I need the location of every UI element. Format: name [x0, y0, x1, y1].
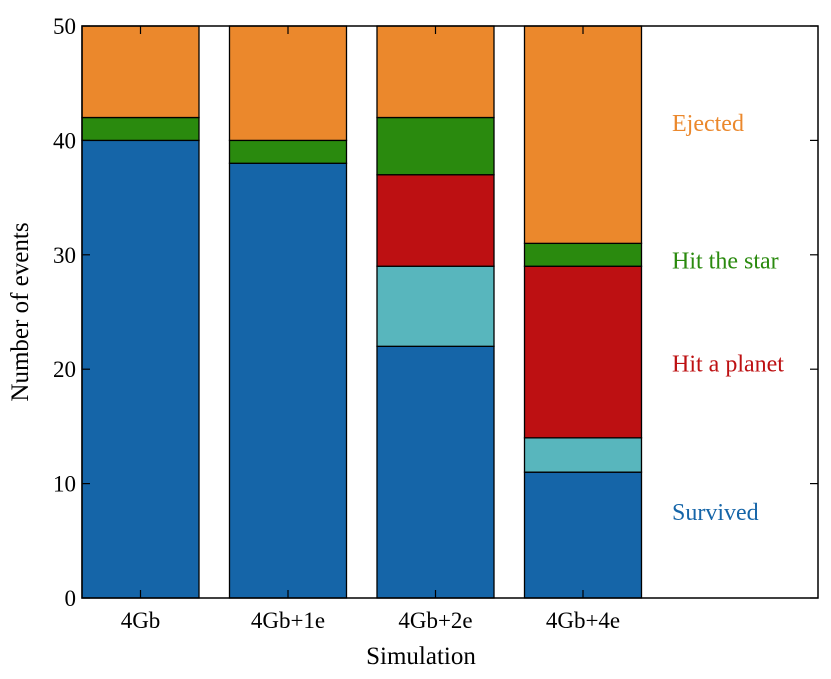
annotation-label: Hit a planet	[672, 351, 784, 377]
plot-frame	[81, 25, 819, 599]
bar-segment-star-1	[228, 139, 348, 164]
bar-segment-survived-1	[228, 162, 348, 599]
bar-segment-star-3	[523, 242, 643, 267]
x-tick-label: 4Gb	[121, 608, 161, 633]
x-tick-label: 4Gb+1e	[251, 608, 325, 633]
y-tick-label: 50	[53, 14, 76, 39]
annotation-label: Hit the star	[672, 249, 779, 275]
y-axis-label: Number of events	[7, 222, 34, 401]
y-tick-label: 40	[53, 128, 76, 153]
bars-group	[81, 25, 643, 599]
bar-segment-star-0	[81, 116, 200, 142]
bar-segment-cyan-3	[523, 437, 643, 473]
bar-segment-cyan-2	[376, 265, 495, 347]
bar-segment-ejected-3	[523, 25, 643, 245]
bar-segment-planet-2	[376, 174, 495, 267]
bar-segment-ejected-1	[228, 25, 348, 142]
bar-segment-ejected-0	[81, 25, 200, 119]
y-tick-label: 20	[53, 357, 76, 382]
y-tick-label: 10	[53, 472, 76, 497]
annotations-group: Ejected Hit the star Hit a planet Survived	[672, 111, 784, 526]
y-tick-label: 0	[65, 586, 77, 611]
y-tick-label: 30	[53, 243, 76, 268]
annotation-label: Survived	[672, 500, 759, 526]
x-tick-label: 4Gb+4e	[546, 608, 620, 633]
bar-segment-ejected-2	[376, 25, 495, 119]
annotation-label: Ejected	[672, 111, 744, 137]
x-tick-label: 4Gb+2e	[398, 608, 472, 633]
bar-segment-survived-2	[376, 345, 495, 599]
axis-ticks: 0 10 20 30 40 50 4Gb 4Gb+1e 4Gb+2e 4Gb+4e	[53, 14, 818, 633]
x-axis-label: Simulation	[366, 643, 476, 670]
bar-segment-survived-3	[523, 471, 643, 599]
bar-segment-star-2	[376, 116, 495, 176]
bar-segment-planet-3	[523, 265, 643, 439]
bar-segment-survived-0	[81, 139, 200, 599]
